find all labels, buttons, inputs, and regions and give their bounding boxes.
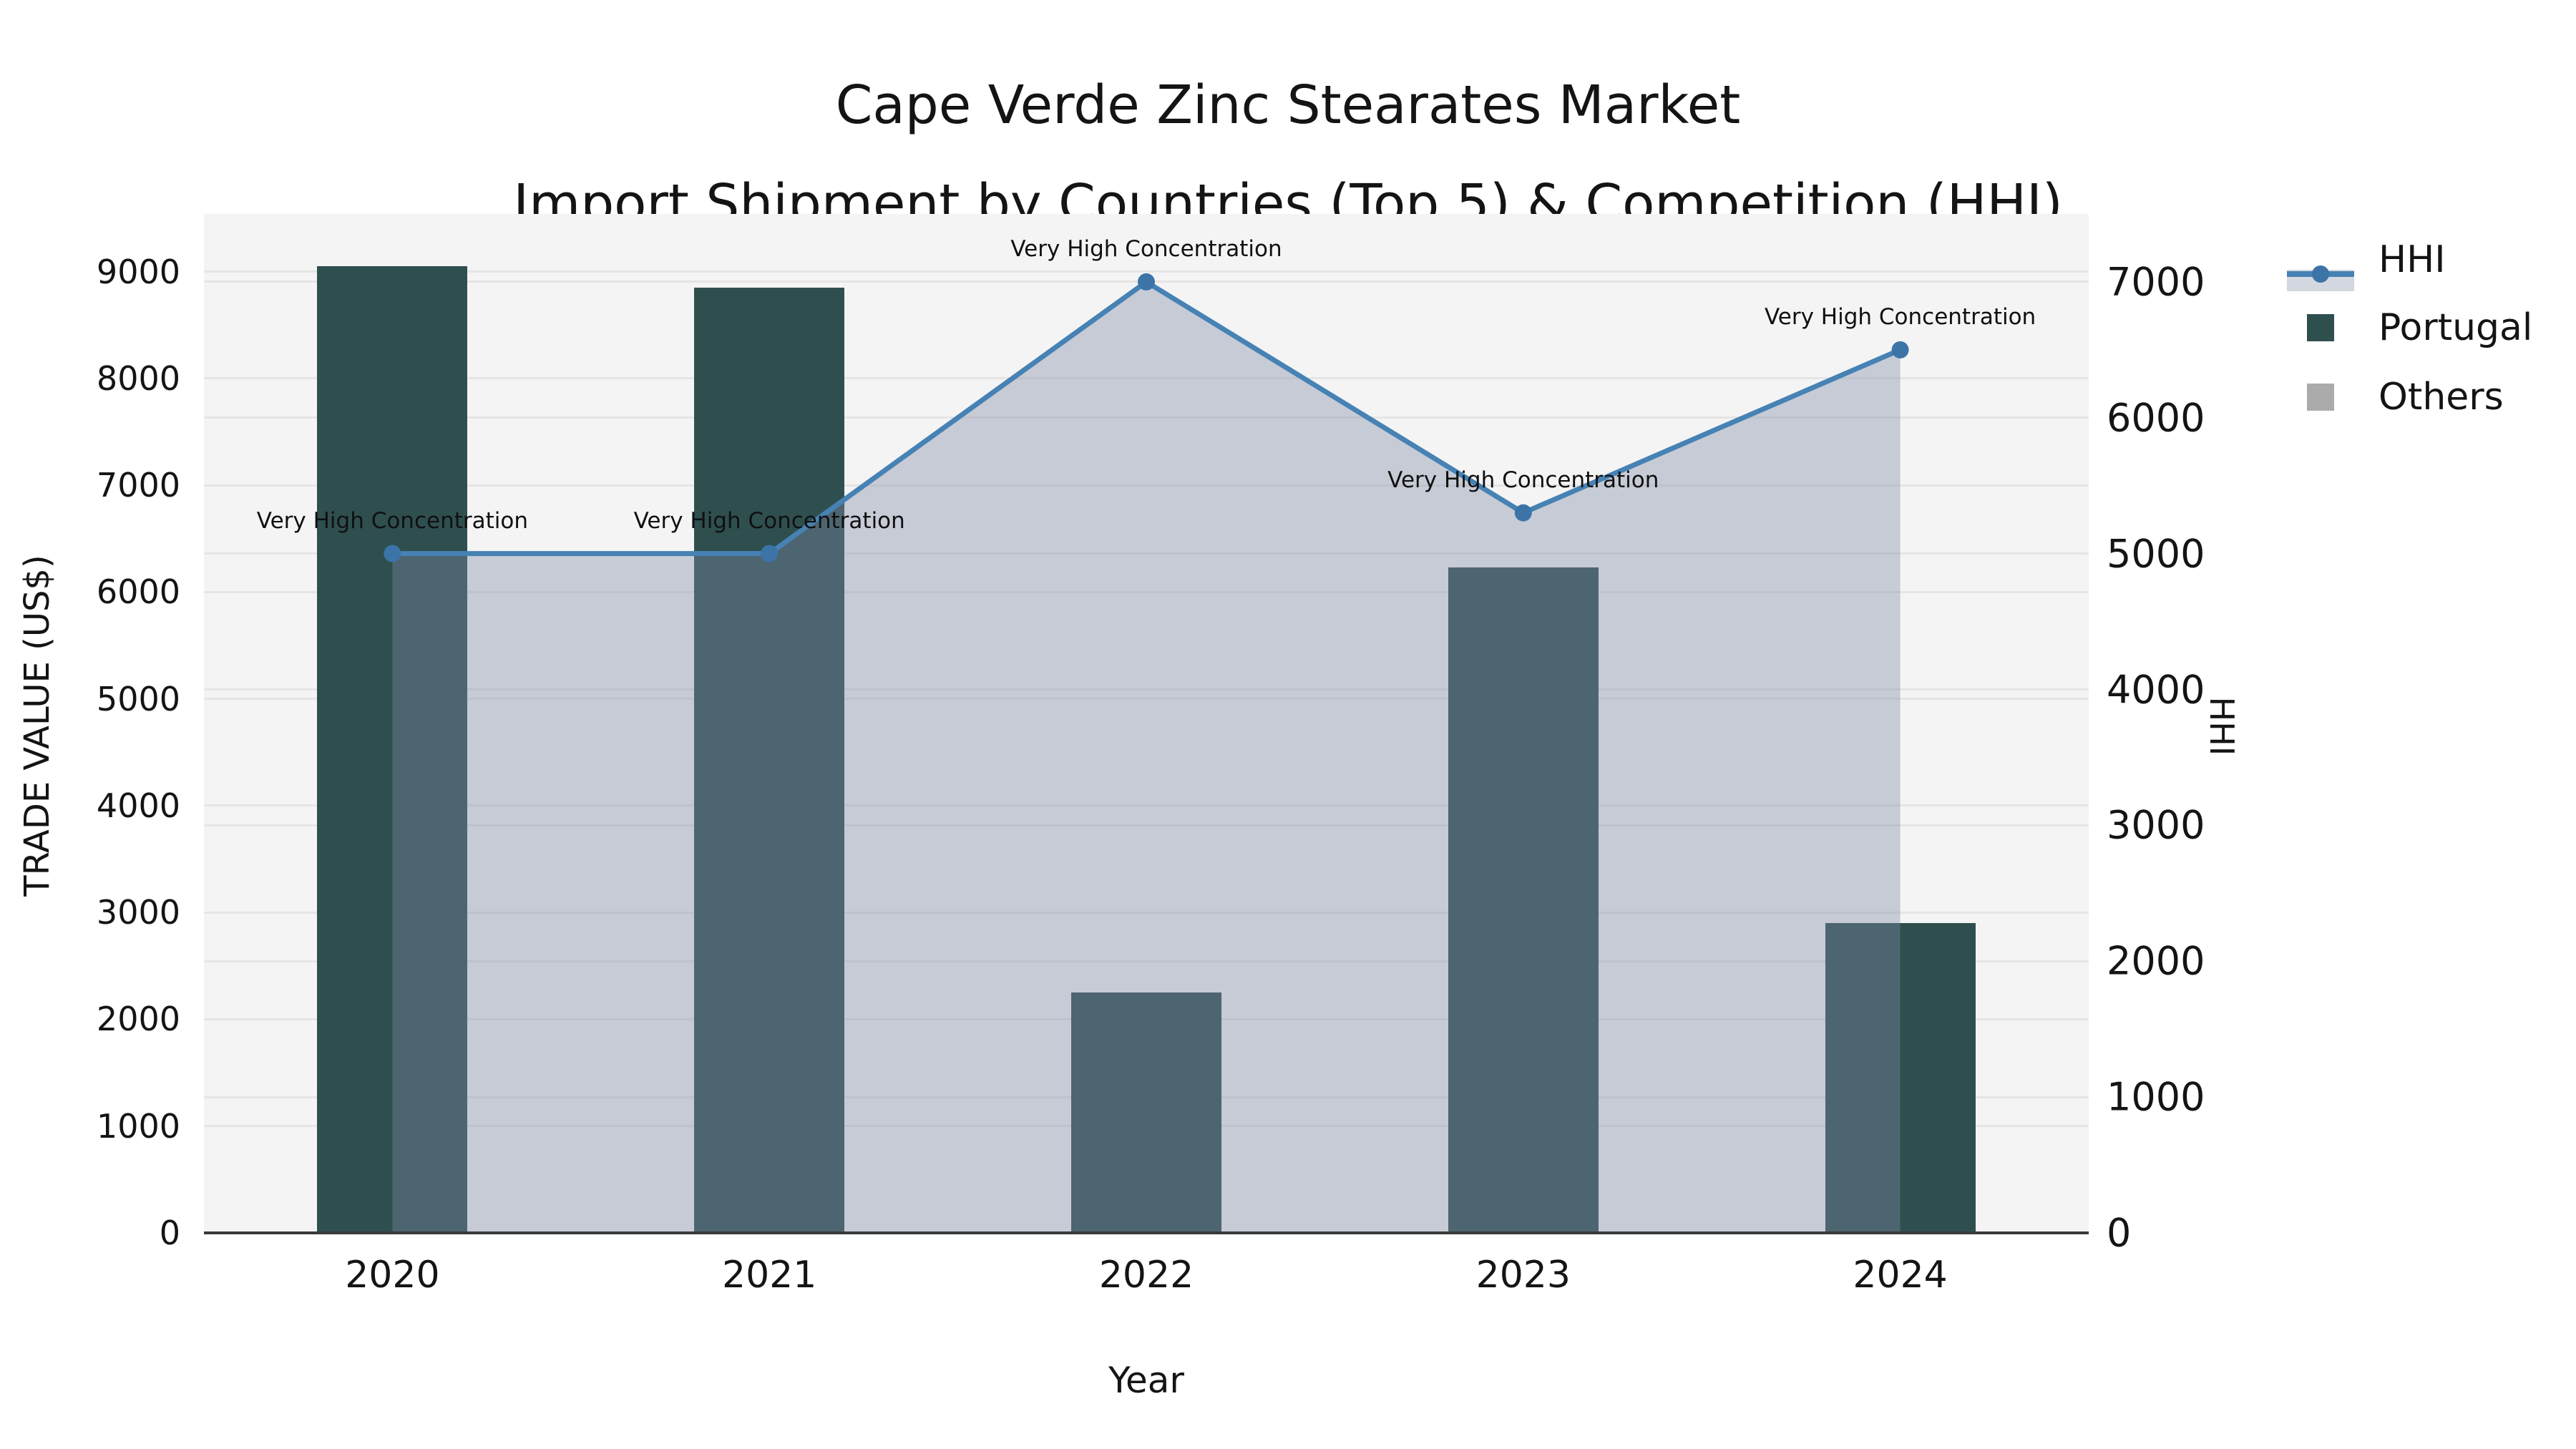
legend-item-hhi: HHI (2283, 238, 2446, 291)
gridline-right-2000 (204, 960, 2089, 962)
y-tick-left-0: 0 (159, 1214, 180, 1252)
gridline-left-8000 (204, 377, 2089, 380)
y-tick-left-5000: 5000 (96, 679, 180, 718)
y-tick-right-1000: 1000 (2107, 1074, 2205, 1120)
x-tick-2022: 2022 (1098, 1254, 1194, 1297)
gridline-left-6000 (204, 590, 2089, 593)
gridline-right-5000 (204, 552, 2089, 555)
legend-label-hhi: HHI (2379, 238, 2446, 281)
gridline-left-9000 (204, 270, 2089, 273)
x-tick-2020: 2020 (345, 1254, 440, 1297)
annotation-2023: Very High Concentration (1387, 467, 1659, 493)
y-axis-title-left: TRADE VALUE (US$) (17, 555, 57, 897)
annotation-2020: Very High Concentration (256, 507, 529, 534)
plot-area (204, 214, 2089, 1233)
x-tick-2023: 2023 (1475, 1254, 1571, 1297)
gridline-left-4000 (204, 804, 2089, 807)
y-tick-right-0: 0 (2107, 1210, 2132, 1256)
bar-portugal-2021 (694, 287, 845, 1233)
x-axis-title: Year (1108, 1360, 1184, 1401)
portugal-square-swatch-icon (2283, 314, 2358, 341)
legend-label-others: Others (2379, 376, 2504, 419)
annotation-2022: Very High Concentration (1010, 235, 1282, 262)
y-tick-left-9000: 9000 (96, 252, 180, 291)
chart-title-line1: Cape Verde Zinc Stearates Market (835, 74, 1741, 136)
y-axis-title-right: HHI (2202, 696, 2241, 756)
legend-item-others: Others (2283, 376, 2504, 419)
x-axis-spine (204, 1231, 2089, 1234)
y-tick-right-7000: 7000 (2107, 259, 2205, 305)
others-square-swatch-icon (2283, 384, 2358, 411)
y-tick-left-7000: 7000 (96, 466, 180, 505)
y-tick-right-3000: 3000 (2107, 802, 2205, 848)
y-tick-left-4000: 4000 (96, 786, 180, 825)
annotation-2024: Very High Concentration (1764, 303, 2036, 330)
legend-item-portugal: Portugal (2283, 306, 2532, 349)
legend-label-portugal: Portugal (2379, 306, 2533, 349)
y-tick-left-1000: 1000 (96, 1106, 180, 1146)
bar-portugal-2020 (317, 266, 468, 1233)
gridline-left-3000 (204, 911, 2089, 914)
gridline-left-5000 (204, 698, 2089, 701)
gridline-right-3000 (204, 824, 2089, 826)
x-tick-2021: 2021 (722, 1254, 817, 1297)
y-tick-left-3000: 3000 (96, 893, 180, 932)
y-tick-right-2000: 2000 (2107, 938, 2205, 984)
gridline-left-7000 (204, 484, 2089, 487)
bar-portugal-2023 (1448, 567, 1599, 1233)
y-tick-left-8000: 8000 (96, 358, 180, 398)
gridline-right-4000 (204, 688, 2089, 691)
y-tick-right-5000: 5000 (2107, 531, 2205, 577)
y-tick-left-2000: 2000 (96, 1000, 180, 1039)
y-tick-left-6000: 6000 (96, 572, 180, 612)
y-tick-right-6000: 6000 (2107, 395, 2205, 441)
annotation-2021: Very High Concentration (633, 507, 905, 534)
gridline-right-6000 (204, 416, 2089, 419)
bar-portugal-2022 (1071, 992, 1221, 1233)
x-tick-2024: 2024 (1853, 1254, 1948, 1297)
bar-portugal-2024 (1825, 923, 1976, 1233)
gridline-right-7000 (204, 280, 2089, 283)
y-tick-right-4000: 4000 (2107, 667, 2205, 713)
